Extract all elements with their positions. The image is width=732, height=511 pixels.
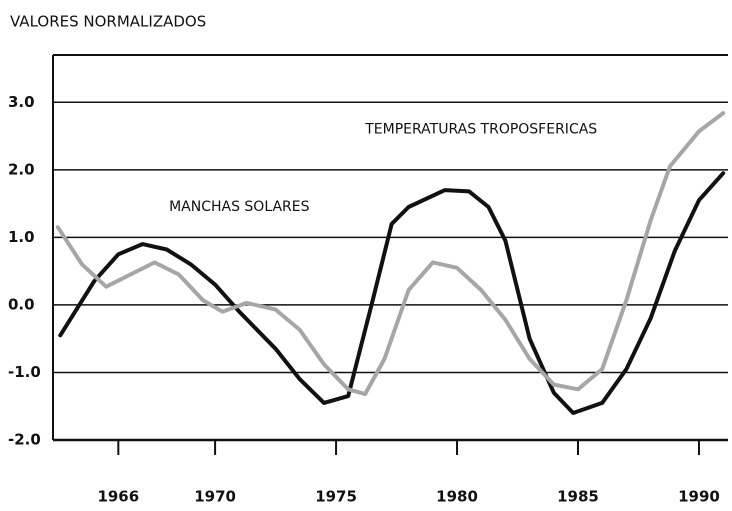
chart-title: VALORES NORMALIZADOS [10, 13, 206, 31]
x-tick-label: 1970 [194, 488, 236, 506]
series-label: MANCHAS SOLARES [169, 199, 310, 215]
y-tick-label: 2.0 [8, 160, 35, 178]
y-tick-label: -1.0 [8, 363, 41, 381]
series-line [58, 171, 726, 415]
y-tick-label: 1.0 [8, 228, 35, 246]
x-tick-label: 1985 [557, 488, 599, 506]
x-tick-label: 1975 [315, 488, 357, 506]
x-tick-label: 1966 [97, 488, 139, 506]
x-tick-label: 1990 [678, 488, 720, 506]
y-tick-label: 3.0 [8, 93, 35, 111]
y-tick-label: -2.0 [8, 431, 41, 449]
y-tick-label: 0.0 [8, 295, 35, 313]
series-line [55, 111, 726, 397]
series-label: TEMPERATURAS TROPOSFERICAS [364, 121, 597, 137]
x-tick-label: 1980 [436, 488, 478, 506]
